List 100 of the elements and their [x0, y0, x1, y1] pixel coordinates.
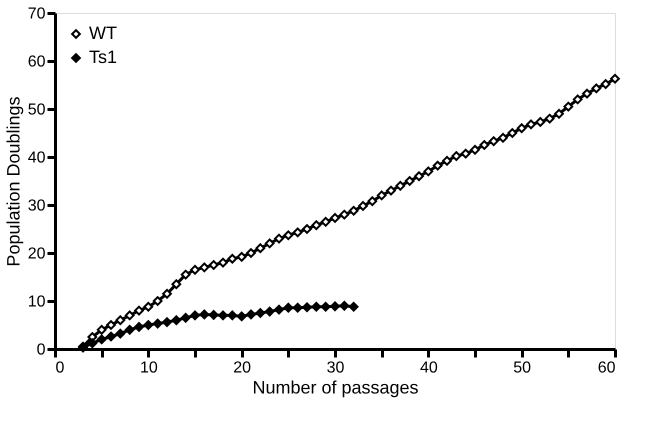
y-tick-label: 70	[28, 6, 46, 22]
point	[395, 180, 406, 191]
point	[554, 108, 564, 119]
y-tick-label: 20	[28, 246, 46, 262]
point	[218, 258, 228, 268]
x-axis-title: Number of passages	[252, 378, 419, 398]
legend-label: Ts1	[89, 47, 118, 67]
y-tick-label: 50	[28, 102, 46, 118]
point	[171, 279, 182, 290]
point	[404, 176, 415, 186]
point	[600, 79, 611, 89]
point	[171, 315, 182, 326]
point	[526, 119, 536, 130]
point	[330, 301, 340, 312]
point	[386, 186, 396, 196]
point	[460, 148, 471, 159]
point	[292, 302, 303, 313]
point	[208, 260, 219, 270]
point	[582, 88, 592, 99]
point	[302, 224, 312, 234]
point	[236, 311, 247, 322]
point	[432, 160, 443, 171]
point	[451, 151, 462, 161]
point	[591, 83, 602, 94]
y-tick-label: 60	[28, 54, 46, 70]
x-tick-label: 40	[420, 360, 438, 376]
point	[572, 94, 583, 104]
point	[535, 117, 546, 127]
point	[274, 234, 284, 244]
y-tick-label: 30	[28, 198, 46, 214]
point	[367, 196, 378, 206]
y-tick-label: 0	[36, 342, 46, 358]
point	[498, 132, 508, 143]
point	[96, 324, 107, 335]
point	[134, 306, 144, 316]
point	[227, 310, 238, 320]
point	[470, 144, 480, 155]
point	[311, 302, 322, 312]
point	[180, 270, 191, 280]
point	[255, 308, 266, 318]
point	[348, 206, 359, 216]
point	[348, 302, 359, 312]
legend-label: WT	[89, 23, 117, 43]
point	[246, 310, 256, 320]
point	[423, 166, 434, 176]
x-tick-label: 20	[233, 360, 252, 376]
point	[246, 248, 256, 258]
point	[162, 317, 172, 327]
point	[199, 262, 210, 272]
point	[516, 123, 527, 134]
point	[320, 302, 331, 312]
point	[87, 338, 98, 348]
point	[134, 322, 144, 332]
point	[563, 102, 574, 112]
point	[236, 252, 247, 262]
point	[376, 190, 387, 200]
point	[274, 304, 284, 315]
point	[124, 324, 135, 335]
point	[106, 320, 116, 330]
point	[106, 332, 116, 342]
point	[199, 310, 210, 320]
point	[152, 296, 163, 306]
y-tick-label: 10	[28, 294, 46, 310]
point	[227, 254, 238, 264]
point	[143, 320, 154, 330]
point	[208, 310, 219, 320]
point	[488, 136, 499, 146]
point	[264, 238, 275, 248]
point	[339, 300, 350, 311]
x-tick-label: 10	[140, 360, 158, 376]
y-axis-title: Population Doublings	[4, 96, 24, 267]
point	[330, 213, 340, 223]
point	[115, 328, 126, 339]
point	[152, 318, 163, 328]
point	[218, 310, 228, 320]
point	[302, 302, 312, 312]
point	[544, 114, 555, 124]
point	[283, 230, 294, 240]
x-tick-label: 60	[598, 360, 616, 376]
point	[255, 243, 266, 254]
point	[124, 310, 135, 320]
y-tick-label: 40	[28, 150, 46, 166]
x-tick-label: 30	[326, 360, 344, 376]
point	[507, 128, 518, 138]
point	[358, 201, 368, 211]
point	[479, 140, 490, 150]
point	[96, 334, 107, 344]
point	[292, 227, 303, 238]
point	[610, 74, 620, 84]
point	[143, 302, 154, 312]
point	[190, 310, 200, 320]
point	[320, 216, 331, 227]
x-tick-label: 0	[56, 360, 64, 376]
point	[283, 302, 294, 313]
point	[442, 156, 452, 166]
point	[190, 264, 200, 275]
point	[180, 312, 191, 323]
point	[162, 288, 172, 299]
x-tick-label: 50	[513, 360, 532, 376]
point	[339, 210, 350, 220]
